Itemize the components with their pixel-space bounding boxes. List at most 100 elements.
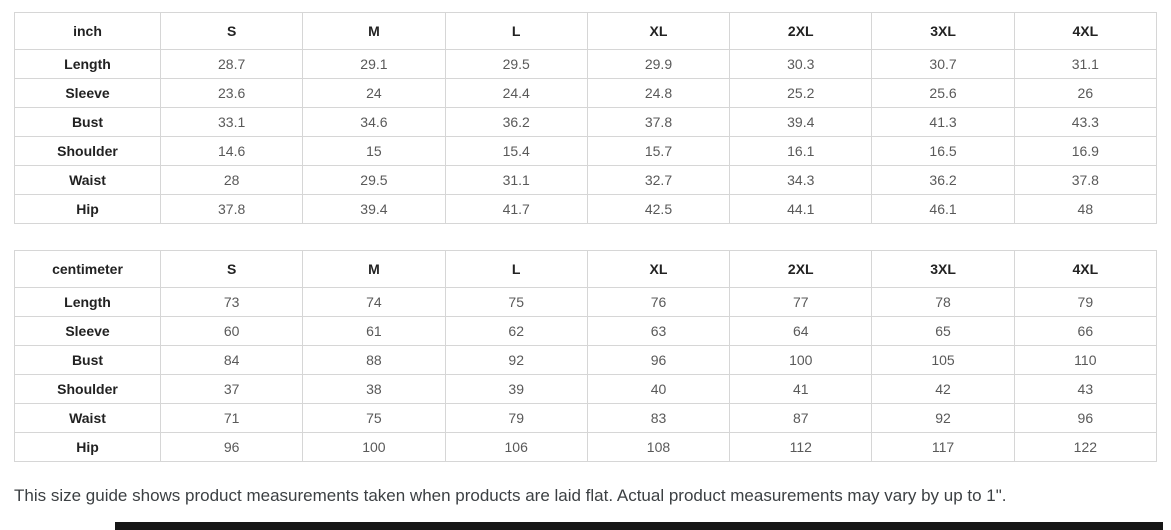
- measurement-value-cell: 24.4: [444, 78, 588, 108]
- size-header-cell: S: [159, 12, 304, 50]
- measurement-value-cell: 112: [729, 432, 873, 462]
- measurement-row: Hip 96 100 106 108 112 117 122: [14, 432, 1158, 462]
- size-guide-section: inch S M L XL 2XL 3XL 4XL Length 28.7 29.1 29.5 29.…: [14, 12, 1158, 462]
- measurement-value-cell: 87: [729, 403, 873, 433]
- measurement-value-cell: 29.5: [302, 165, 446, 195]
- measurement-value-cell: 46.1: [871, 194, 1015, 224]
- measurement-label-cell: Length: [14, 287, 161, 317]
- measurement-value-cell: 96: [586, 345, 731, 375]
- measurement-value-cell: 122: [1013, 432, 1158, 462]
- measurement-value-cell: 30.3: [729, 49, 873, 79]
- measurement-row: Sleeve 60 61 62 63 64 65 66: [14, 316, 1158, 346]
- measurement-value-cell: 84: [159, 345, 304, 375]
- measurement-value-cell: 37: [159, 374, 304, 404]
- measurement-value-cell: 38: [302, 374, 446, 404]
- size-header-cell: L: [444, 250, 588, 288]
- measurement-label-cell: Waist: [14, 165, 161, 195]
- measurement-value-cell: 41.7: [444, 194, 588, 224]
- measurement-label-cell: Sleeve: [14, 78, 161, 108]
- measurement-value-cell: 16.1: [729, 136, 873, 166]
- measurement-label-cell: Sleeve: [14, 316, 161, 346]
- size-header-cell: 3XL: [871, 12, 1015, 50]
- measurement-value-cell: 24: [302, 78, 446, 108]
- measurement-value-cell: 31.1: [1013, 49, 1158, 79]
- measurement-value-cell: 36.2: [871, 165, 1015, 195]
- measurement-value-cell: 31.1: [444, 165, 588, 195]
- measurement-value-cell: 62: [444, 316, 588, 346]
- measurement-row: Waist 28 29.5 31.1 32.7 34.3 36.2 37.8: [14, 165, 1158, 195]
- measurement-row: Shoulder 37 38 39 40 41 42 43: [14, 374, 1158, 404]
- measurement-value-cell: 39.4: [302, 194, 446, 224]
- table-gap: [14, 224, 1157, 250]
- bottom-divider-bar: [115, 522, 1163, 530]
- measurement-value-cell: 65: [871, 316, 1015, 346]
- measurement-label-cell: Length: [14, 49, 161, 79]
- measurement-row: Waist 71 75 79 83 87 92 96: [14, 403, 1158, 433]
- size-table-inch: inch S M L XL 2XL 3XL 4XL Length 28.7 29.1 29.5 29.…: [14, 12, 1158, 224]
- measurement-value-cell: 71: [159, 403, 304, 433]
- size-header-cell: XL: [586, 12, 731, 50]
- measurement-value-cell: 28: [159, 165, 304, 195]
- measurement-value-cell: 100: [302, 432, 446, 462]
- measurement-value-cell: 110: [1013, 345, 1158, 375]
- size-header-cell: L: [444, 12, 588, 50]
- measurement-label-cell: Shoulder: [14, 374, 161, 404]
- measurement-value-cell: 39.4: [729, 107, 873, 137]
- measurement-value-cell: 44.1: [729, 194, 873, 224]
- size-header-cell: 4XL: [1013, 12, 1158, 50]
- size-header-cell: 2XL: [729, 12, 873, 50]
- measurement-row: Bust 84 88 92 96 100 105 110: [14, 345, 1158, 375]
- measurement-value-cell: 37.8: [1013, 165, 1158, 195]
- measurement-value-cell: 33.1: [159, 107, 304, 137]
- size-header-cell: 4XL: [1013, 250, 1158, 288]
- measurement-label-cell: Hip: [14, 194, 161, 224]
- measurement-value-cell: 96: [159, 432, 304, 462]
- size-header-cell: XL: [586, 250, 731, 288]
- measurement-value-cell: 15.7: [586, 136, 731, 166]
- measurement-value-cell: 43.3: [1013, 107, 1158, 137]
- unit-header-cell: centimeter: [14, 250, 161, 288]
- measurement-value-cell: 24.8: [586, 78, 731, 108]
- measurement-value-cell: 88: [302, 345, 446, 375]
- measurement-value-cell: 108: [586, 432, 731, 462]
- measurement-row: Length 73 74 75 76 77 78 79: [14, 287, 1158, 317]
- measurement-value-cell: 23.6: [159, 78, 304, 108]
- measurement-value-cell: 16.5: [871, 136, 1015, 166]
- unit-header-cell: inch: [14, 12, 161, 50]
- measurement-value-cell: 34.3: [729, 165, 873, 195]
- measurement-value-cell: 39: [444, 374, 588, 404]
- measurement-value-cell: 100: [729, 345, 873, 375]
- measurement-value-cell: 79: [1013, 287, 1158, 317]
- measurement-value-cell: 92: [871, 403, 1015, 433]
- measurement-value-cell: 26: [1013, 78, 1158, 108]
- size-header-cell: M: [302, 250, 446, 288]
- measurement-value-cell: 77: [729, 287, 873, 317]
- measurement-value-cell: 42: [871, 374, 1015, 404]
- measurement-value-cell: 41.3: [871, 107, 1015, 137]
- measurement-value-cell: 79: [444, 403, 588, 433]
- measurement-value-cell: 64: [729, 316, 873, 346]
- measurement-row: Sleeve 23.6 24 24.4 24.8 25.2 25.6 26: [14, 78, 1158, 108]
- measurement-value-cell: 92: [444, 345, 588, 375]
- measurement-value-cell: 25.6: [871, 78, 1015, 108]
- size-header-cell: 3XL: [871, 250, 1015, 288]
- size-header-cell: M: [302, 12, 446, 50]
- measurement-value-cell: 16.9: [1013, 136, 1158, 166]
- measurement-label-cell: Shoulder: [14, 136, 161, 166]
- size-header-cell: S: [159, 250, 304, 288]
- measurement-value-cell: 14.6: [159, 136, 304, 166]
- measurement-value-cell: 15.4: [444, 136, 588, 166]
- measurement-label-cell: Bust: [14, 107, 161, 137]
- measurement-value-cell: 117: [871, 432, 1015, 462]
- measurement-value-cell: 34.6: [302, 107, 446, 137]
- measurement-value-cell: 74: [302, 287, 446, 317]
- size-guide-footnote: This size guide shows product measuremen…: [14, 486, 1007, 505]
- measurement-value-cell: 42.5: [586, 194, 731, 224]
- measurement-label-cell: Hip: [14, 432, 161, 462]
- measurement-value-cell: 32.7: [586, 165, 731, 195]
- measurement-value-cell: 30.7: [871, 49, 1015, 79]
- measurement-value-cell: 28.7: [159, 49, 304, 79]
- measurement-value-cell: 29.1: [302, 49, 446, 79]
- measurement-value-cell: 25.2: [729, 78, 873, 108]
- measurement-row: Length 28.7 29.1 29.5 29.9 30.3 30.7 31.1: [14, 49, 1158, 79]
